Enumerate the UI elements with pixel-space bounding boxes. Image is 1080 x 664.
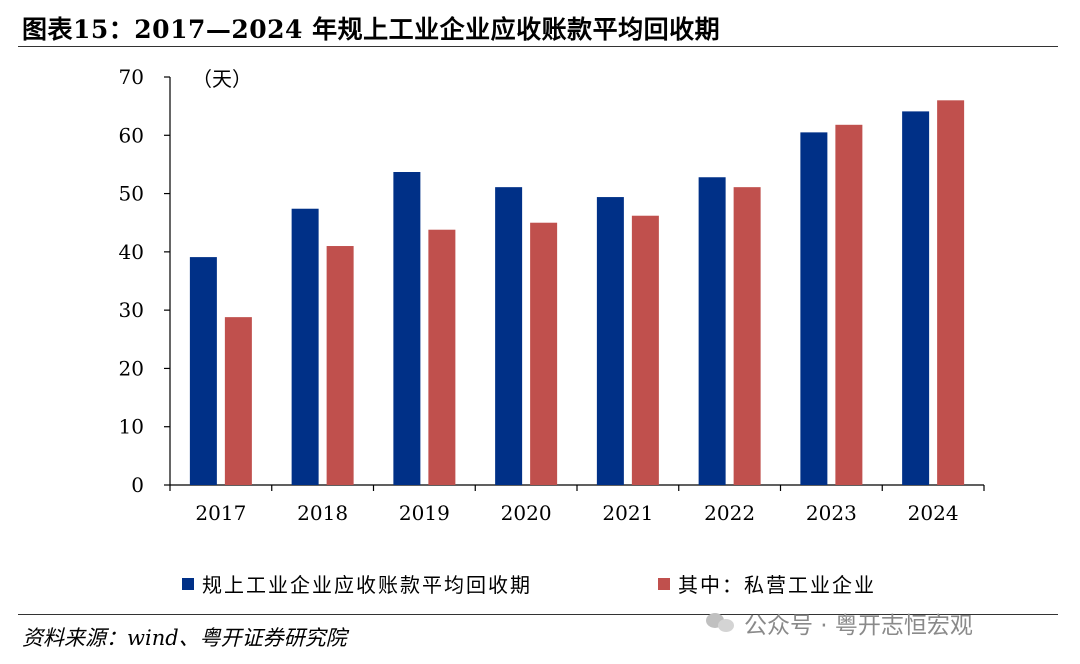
legend-label-1: 规上工业企业应收账款平均回收期 <box>202 573 532 597</box>
x-tick-label: 2022 <box>704 501 755 525</box>
bar-series-2-2022 <box>733 187 761 485</box>
bar-series-1-2017 <box>189 257 217 485</box>
footer-divider <box>18 614 1058 615</box>
y-tick-label: 60 <box>119 123 144 147</box>
bar-series-2-2021 <box>631 215 659 485</box>
x-tick-label: 2024 <box>908 501 959 525</box>
bar-series-2-2024 <box>937 100 965 486</box>
y-tick-label: 50 <box>119 182 144 206</box>
bar-series-1-2022 <box>698 177 726 485</box>
bars <box>189 100 965 486</box>
chart-title: 图表15：2017—2024 年规上工业企业应收账款平均回收期 <box>22 15 721 44</box>
bar-series-2-2018 <box>326 246 354 485</box>
y-tick-label: 0 <box>131 473 144 497</box>
legend: 规上工业企业应收账款平均回收期 其中：私营工业企业 <box>182 573 876 597</box>
watermark: 公众号 · 粤开志恒宏观 <box>706 606 973 640</box>
source-note: 资料来源：wind、粤开证券研究院 <box>22 626 347 650</box>
legend-label-2: 其中：私营工业企业 <box>678 573 876 597</box>
x-tick-label: 2019 <box>399 501 450 525</box>
x-tick-label: 2023 <box>806 501 857 525</box>
bar-series-1-2018 <box>291 208 319 485</box>
title-divider <box>18 46 1058 47</box>
bar-series-2-2019 <box>428 229 456 485</box>
wechat-icon <box>706 611 736 635</box>
y-tick-label: 30 <box>119 298 144 322</box>
y-axis: 0 10 20 30 40 50 60 70 <box>119 65 171 497</box>
x-axis: 2017 2018 2019 2020 2021 2022 2023 2024 <box>169 484 985 525</box>
x-tick-label: 2021 <box>602 501 653 525</box>
bar-series-1-2020 <box>495 187 523 485</box>
watermark-text: 公众号 · 粤开志恒宏观 <box>744 613 973 639</box>
y-tick-label: 70 <box>119 65 144 89</box>
y-tick-label: 40 <box>119 240 144 264</box>
x-tick-label: 2017 <box>195 501 246 525</box>
y-tick-label: 20 <box>119 356 144 380</box>
x-tick-label: 2020 <box>501 501 552 525</box>
unit-label: （天） <box>192 67 252 91</box>
bar-series-2-2017 <box>224 317 252 485</box>
x-tick-label: 2018 <box>297 501 348 525</box>
bar-series-2-2020 <box>530 222 558 485</box>
bar-series-1-2019 <box>393 172 421 485</box>
y-tick-label: 10 <box>119 415 144 439</box>
legend-swatch-2 <box>658 578 670 590</box>
legend-swatch-1 <box>182 578 194 590</box>
bar-series-1-2021 <box>596 197 624 485</box>
bar-series-1-2023 <box>800 132 828 485</box>
bar-series-2-2023 <box>835 124 863 486</box>
bar-series-1-2024 <box>902 111 930 485</box>
